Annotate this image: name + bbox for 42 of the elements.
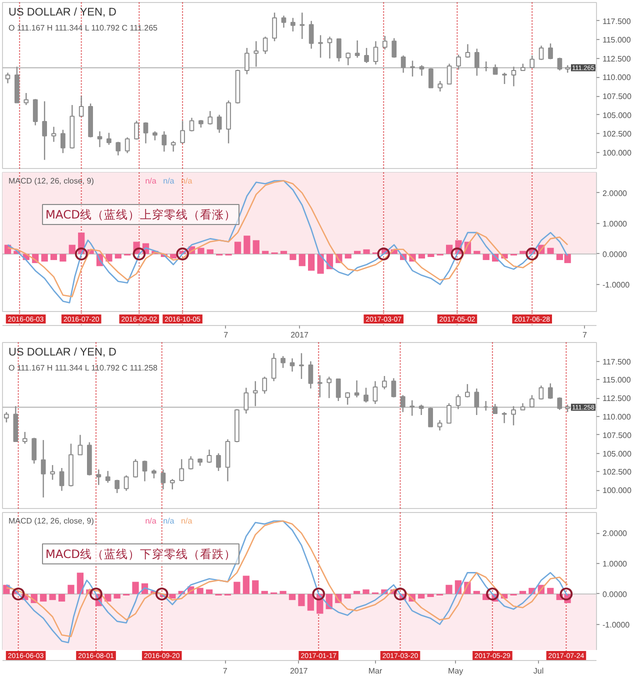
x-tick-label: 2017: [290, 330, 309, 340]
y-tick-label: -1.0000: [602, 280, 630, 290]
y-tick-label: 100.000: [602, 148, 632, 158]
x-tick-label: 2017: [290, 666, 308, 676]
x-tick-label: 7: [222, 666, 228, 676]
y-tick-label: 100.000: [602, 486, 632, 496]
y-tick-label: 107.500: [602, 430, 632, 440]
y-tick-label: 117.500: [602, 357, 632, 366]
x-tick-label: Jul: [533, 666, 544, 676]
y-tick-label: 110.000: [602, 412, 632, 422]
text: n/a n/a n/a: [145, 516, 193, 526]
y-tick-label: 0.0000: [602, 590, 628, 599]
y-tick-label: 0.0000: [602, 250, 628, 259]
annotation: MACD线（蓝线）上穿零线（看涨）: [46, 208, 236, 222]
text: MACD (12, 26, close, 9): [8, 516, 94, 526]
y-tick-label: 2.0000: [602, 188, 628, 198]
y-tick-label: 1.0000: [602, 219, 628, 228]
text: O 111.167 H 111.344 L 110.792 C 111.265: [8, 24, 158, 32]
y-tick-label: 102.500: [602, 130, 632, 139]
y-tick-label: 112.500: [602, 54, 632, 64]
y-tick-label: 105.000: [602, 110, 632, 120]
annotation: MACD线（蓝线）下穿零线（看跌）: [46, 546, 236, 561]
text: MACD (12, 26, close, 9): [8, 176, 94, 186]
x-tick-label: May: [448, 666, 464, 676]
x-tick-label: 7: [582, 330, 588, 340]
x-tick-label: Mar: [368, 666, 382, 676]
chart-title: US DOLLAR / YEN, D: [8, 346, 117, 358]
y-tick-label: 105.000: [602, 449, 632, 458]
y-tick-label: 110.000: [602, 73, 632, 82]
y-tick-label: 1.0000: [602, 560, 628, 569]
text: n/a n/a n/a: [145, 176, 193, 186]
y-tick-label: 2.0000: [602, 529, 628, 538]
y-tick-label: 117.500: [602, 16, 632, 26]
y-tick-label: 102.500: [602, 468, 632, 477]
y-tick-label: 112.500: [602, 394, 632, 404]
y-tick-label: -1.0000: [602, 620, 630, 630]
text: O 111.167 H 111.344 L 110.792 C 111.258: [8, 364, 158, 372]
y-tick-label: 115.000: [602, 36, 632, 45]
chart-title: US DOLLAR / YEN, D: [8, 6, 117, 18]
y-tick-label: 115.000: [602, 376, 632, 385]
x-tick-label: 7: [224, 330, 229, 340]
y-tick-label: 107.500: [602, 92, 632, 102]
